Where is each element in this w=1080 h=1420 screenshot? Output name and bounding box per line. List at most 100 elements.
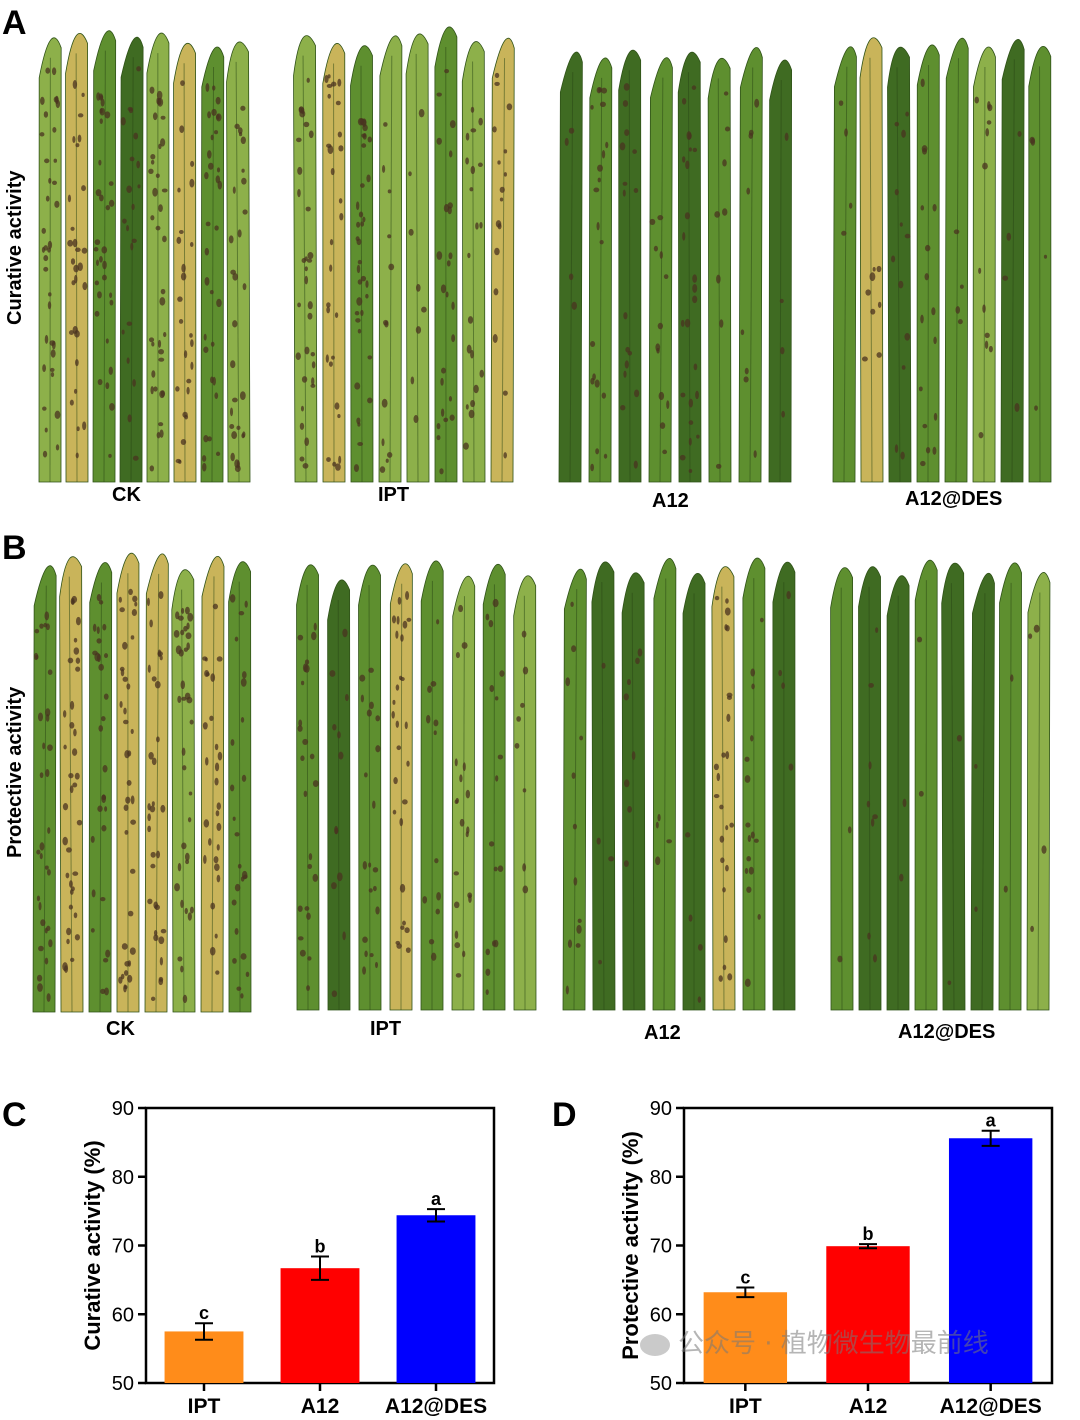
bar-ipt <box>703 1292 788 1383</box>
lesion-spot <box>105 205 111 211</box>
lesion-spot <box>72 871 79 876</box>
lesion-spot <box>360 275 367 282</box>
lesion-spot <box>718 975 723 982</box>
lesion-spot <box>467 316 474 324</box>
lesion-spot <box>214 762 220 772</box>
lesion-spot <box>175 386 180 392</box>
lesion-spot <box>232 816 236 821</box>
lesion-spot <box>81 185 86 192</box>
significance-letter: b <box>315 1237 326 1257</box>
lesion-spot <box>899 873 904 882</box>
lesion-spot <box>205 83 210 92</box>
lesion-spot <box>473 384 479 394</box>
lesion-spot <box>381 398 388 408</box>
lesion-spot <box>308 130 314 139</box>
lesion-spot <box>564 137 569 146</box>
lesion-spot <box>214 392 219 399</box>
lesion-spot <box>410 376 415 385</box>
lesion-spot <box>203 819 210 828</box>
lesion-spot <box>131 203 135 211</box>
lesion-spot <box>98 725 104 732</box>
lesion-spot <box>385 458 389 463</box>
lesion-spot <box>304 266 308 272</box>
significance-letter: b <box>863 1224 874 1244</box>
lesion-spot <box>451 334 456 343</box>
leaf-midrib <box>659 77 664 483</box>
lesion-spot <box>475 222 479 230</box>
lesion-spot <box>904 332 911 341</box>
lesion-spot <box>153 930 158 936</box>
lesion-spot <box>404 721 408 730</box>
lesion-spot <box>714 211 721 218</box>
lesion-spot <box>180 680 186 690</box>
lesion-spot <box>692 284 698 293</box>
lesion-spot <box>337 731 341 739</box>
lesion-spot <box>418 109 425 118</box>
lesion-spot <box>121 329 125 335</box>
lesion-spot <box>160 390 166 397</box>
lesion-spot <box>494 247 500 256</box>
lesion-spot <box>37 983 43 992</box>
lesion-spot <box>310 383 316 388</box>
lesion-spot <box>572 823 577 830</box>
lesion-spot <box>918 790 924 797</box>
lesion-spot <box>455 973 462 978</box>
lesion-spot <box>45 769 50 778</box>
lesion-spot <box>687 132 692 140</box>
lesion-spot <box>208 838 212 846</box>
lesion-spot <box>102 764 108 773</box>
lesion-spot <box>189 906 194 914</box>
lesion-spot <box>746 187 751 195</box>
lesion-spot <box>366 174 371 183</box>
lesion-spot <box>688 469 693 474</box>
lesion-spot <box>462 762 466 772</box>
lesion-spot <box>296 137 302 143</box>
lesion-spot <box>45 67 51 74</box>
leaf-a-2-6 <box>738 47 763 483</box>
lesion-spot <box>746 856 752 862</box>
leaf-midrib <box>601 581 605 1011</box>
lesion-spot <box>721 752 726 758</box>
leaf-midrib <box>687 72 691 483</box>
lesion-spot <box>108 453 112 458</box>
lesion-spot <box>750 735 754 742</box>
lesion-spot <box>301 258 307 263</box>
lesion-spot <box>69 785 74 794</box>
lesion-spot <box>723 935 728 943</box>
leaf-midrib <box>840 587 843 1011</box>
lesion-spot <box>725 751 730 760</box>
lesion-spot <box>635 657 640 665</box>
lesion-spot <box>44 865 49 870</box>
lesion-spot <box>180 272 187 281</box>
lesion-spot <box>177 956 183 962</box>
lesion-spot <box>160 288 166 295</box>
lesion-spot <box>745 822 751 828</box>
lesion-spot <box>334 312 339 318</box>
lesion-spot <box>354 382 361 390</box>
lesion-spot <box>149 619 153 628</box>
lesion-spot <box>96 626 100 635</box>
lesion-spot <box>925 446 931 454</box>
lesion-spot <box>331 882 337 890</box>
lesion-spot <box>102 274 107 281</box>
lesion-spot <box>178 459 182 464</box>
lesion-spot <box>374 961 379 969</box>
lesion-spot <box>986 120 992 125</box>
lesion-spot <box>1003 885 1008 893</box>
lesion-spot <box>522 885 529 894</box>
lesion-spot <box>190 361 194 370</box>
lesion-spot <box>47 301 52 310</box>
lesion-spot <box>463 442 469 450</box>
lesion-spot <box>297 302 301 308</box>
lesion-spot <box>692 295 698 304</box>
lesion-spot <box>176 236 182 244</box>
lesion-spot <box>130 795 135 805</box>
bar-a12 <box>826 1246 910 1383</box>
lesion-spot <box>659 251 663 259</box>
lesion-spot <box>127 910 134 917</box>
lesion-spot <box>159 429 164 438</box>
lesion-spot <box>747 835 752 843</box>
leaf-b-3-7 <box>1026 572 1051 1011</box>
lesion-spot <box>43 255 49 262</box>
